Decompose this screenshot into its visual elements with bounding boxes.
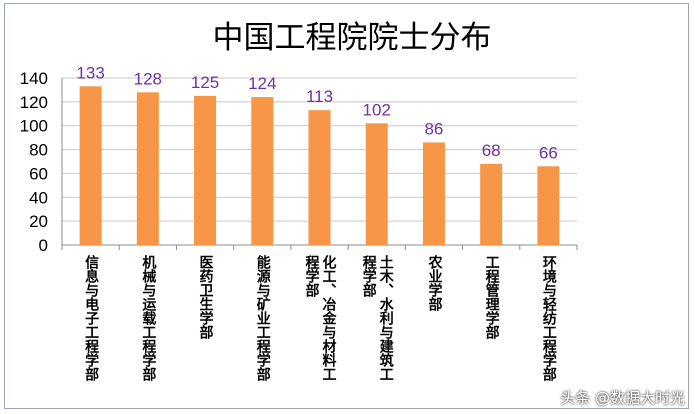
category-label: 农业学部: [426, 255, 443, 311]
data-label: 133: [76, 63, 104, 82]
data-label: 124: [248, 74, 276, 93]
y-axis: 0 20 40 60 80 100 120 140: [20, 69, 48, 255]
chart-frame: [4, 3, 689, 409]
watermark: 头条 @数据大时光: [560, 389, 685, 407]
bar: [480, 163, 503, 245]
data-label: 128: [134, 69, 162, 88]
bar: [422, 142, 445, 245]
bar: [537, 166, 560, 245]
data-label: 86: [424, 119, 443, 138]
data-label: 68: [482, 141, 501, 160]
y-tick-label: 80: [29, 141, 48, 160]
category-label: 机械与运载工程学部: [140, 255, 157, 381]
y-tick-label: 40: [29, 188, 48, 207]
data-label: 125: [191, 73, 219, 92]
chart-title: 中国工程院院士分布: [213, 20, 492, 56]
y-tick-label: 100: [20, 117, 48, 136]
bar-layer: [79, 86, 560, 246]
y-tick-label: 20: [29, 212, 48, 231]
y-tick-label: 140: [20, 69, 48, 88]
bar: [136, 92, 159, 245]
bar: [79, 86, 102, 245]
category-label: 能源与矿业工程学部: [254, 255, 271, 381]
y-tick-label: 120: [20, 93, 48, 112]
bar: [308, 110, 331, 245]
bar: [251, 97, 274, 245]
bar: [194, 95, 217, 246]
category-label: 环境与轻纺工程学部: [540, 255, 557, 381]
bar: [365, 123, 388, 245]
data-label: 102: [363, 100, 391, 119]
data-label: 66: [539, 143, 558, 162]
category-label: 土木、水利与建筑工 程学部: [360, 255, 394, 381]
y-tick-label: 60: [29, 164, 48, 183]
category-label: 信息与电子工程学部: [83, 255, 100, 381]
category-label: 工程管理学部: [483, 255, 500, 339]
data-label-layer: 133 128 125 124 113 102 86 68 66: [76, 63, 557, 162]
category-label: 医药卫生学部: [197, 255, 214, 339]
y-tick-label: 0: [39, 236, 48, 255]
category-label: 化工、冶金与材料工 程学部: [303, 255, 337, 381]
data-label: 113: [306, 87, 333, 106]
